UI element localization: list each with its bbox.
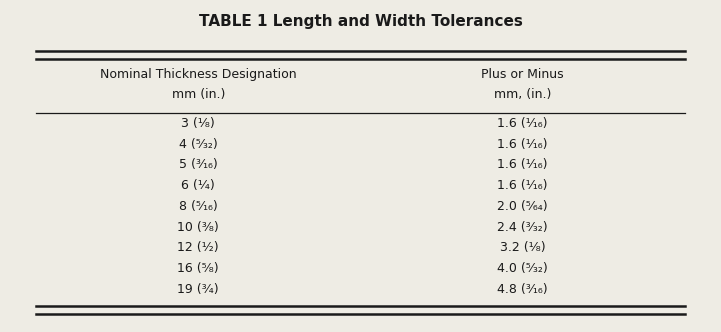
- Text: 4 (⁵⁄₃₂): 4 (⁵⁄₃₂): [179, 137, 218, 150]
- Text: 1.6 (¹⁄₁₆): 1.6 (¹⁄₁₆): [497, 117, 548, 130]
- Text: 2.4 (³⁄₃₂): 2.4 (³⁄₃₂): [497, 220, 548, 234]
- Text: 5 (³⁄₁₆): 5 (³⁄₁₆): [179, 158, 218, 171]
- Text: Plus or Minus: Plus or Minus: [482, 68, 564, 81]
- Text: 10 (³⁄₈): 10 (³⁄₈): [177, 220, 219, 234]
- Text: 12 (¹⁄₂): 12 (¹⁄₂): [177, 241, 219, 254]
- Text: 2.0 (⁵⁄₆₄): 2.0 (⁵⁄₆₄): [497, 200, 548, 213]
- Text: 3 (¹⁄₈): 3 (¹⁄₈): [182, 117, 215, 130]
- Text: 1.6 (¹⁄₁₆): 1.6 (¹⁄₁₆): [497, 137, 548, 150]
- Text: 19 (³⁄₄): 19 (³⁄₄): [177, 283, 219, 296]
- Text: mm, (in.): mm, (in.): [494, 88, 552, 101]
- Text: 16 (⁵⁄₈): 16 (⁵⁄₈): [177, 262, 219, 275]
- Text: 3.2 (¹⁄₈): 3.2 (¹⁄₈): [500, 241, 546, 254]
- Text: Nominal Thickness Designation: Nominal Thickness Designation: [100, 68, 296, 81]
- Text: 4.0 (⁵⁄₃₂): 4.0 (⁵⁄₃₂): [497, 262, 548, 275]
- Text: mm (in.): mm (in.): [172, 88, 225, 101]
- Text: 4.8 (³⁄₁₆): 4.8 (³⁄₁₆): [497, 283, 548, 296]
- Text: 1.6 (¹⁄₁₆): 1.6 (¹⁄₁₆): [497, 179, 548, 192]
- Text: 1.6 (¹⁄₁₆): 1.6 (¹⁄₁₆): [497, 158, 548, 171]
- Text: 8 (⁵⁄₁₆): 8 (⁵⁄₁₆): [179, 200, 218, 213]
- Text: 6 (¹⁄₄): 6 (¹⁄₄): [182, 179, 215, 192]
- Text: TABLE 1 Length and Width Tolerances: TABLE 1 Length and Width Tolerances: [198, 14, 523, 29]
